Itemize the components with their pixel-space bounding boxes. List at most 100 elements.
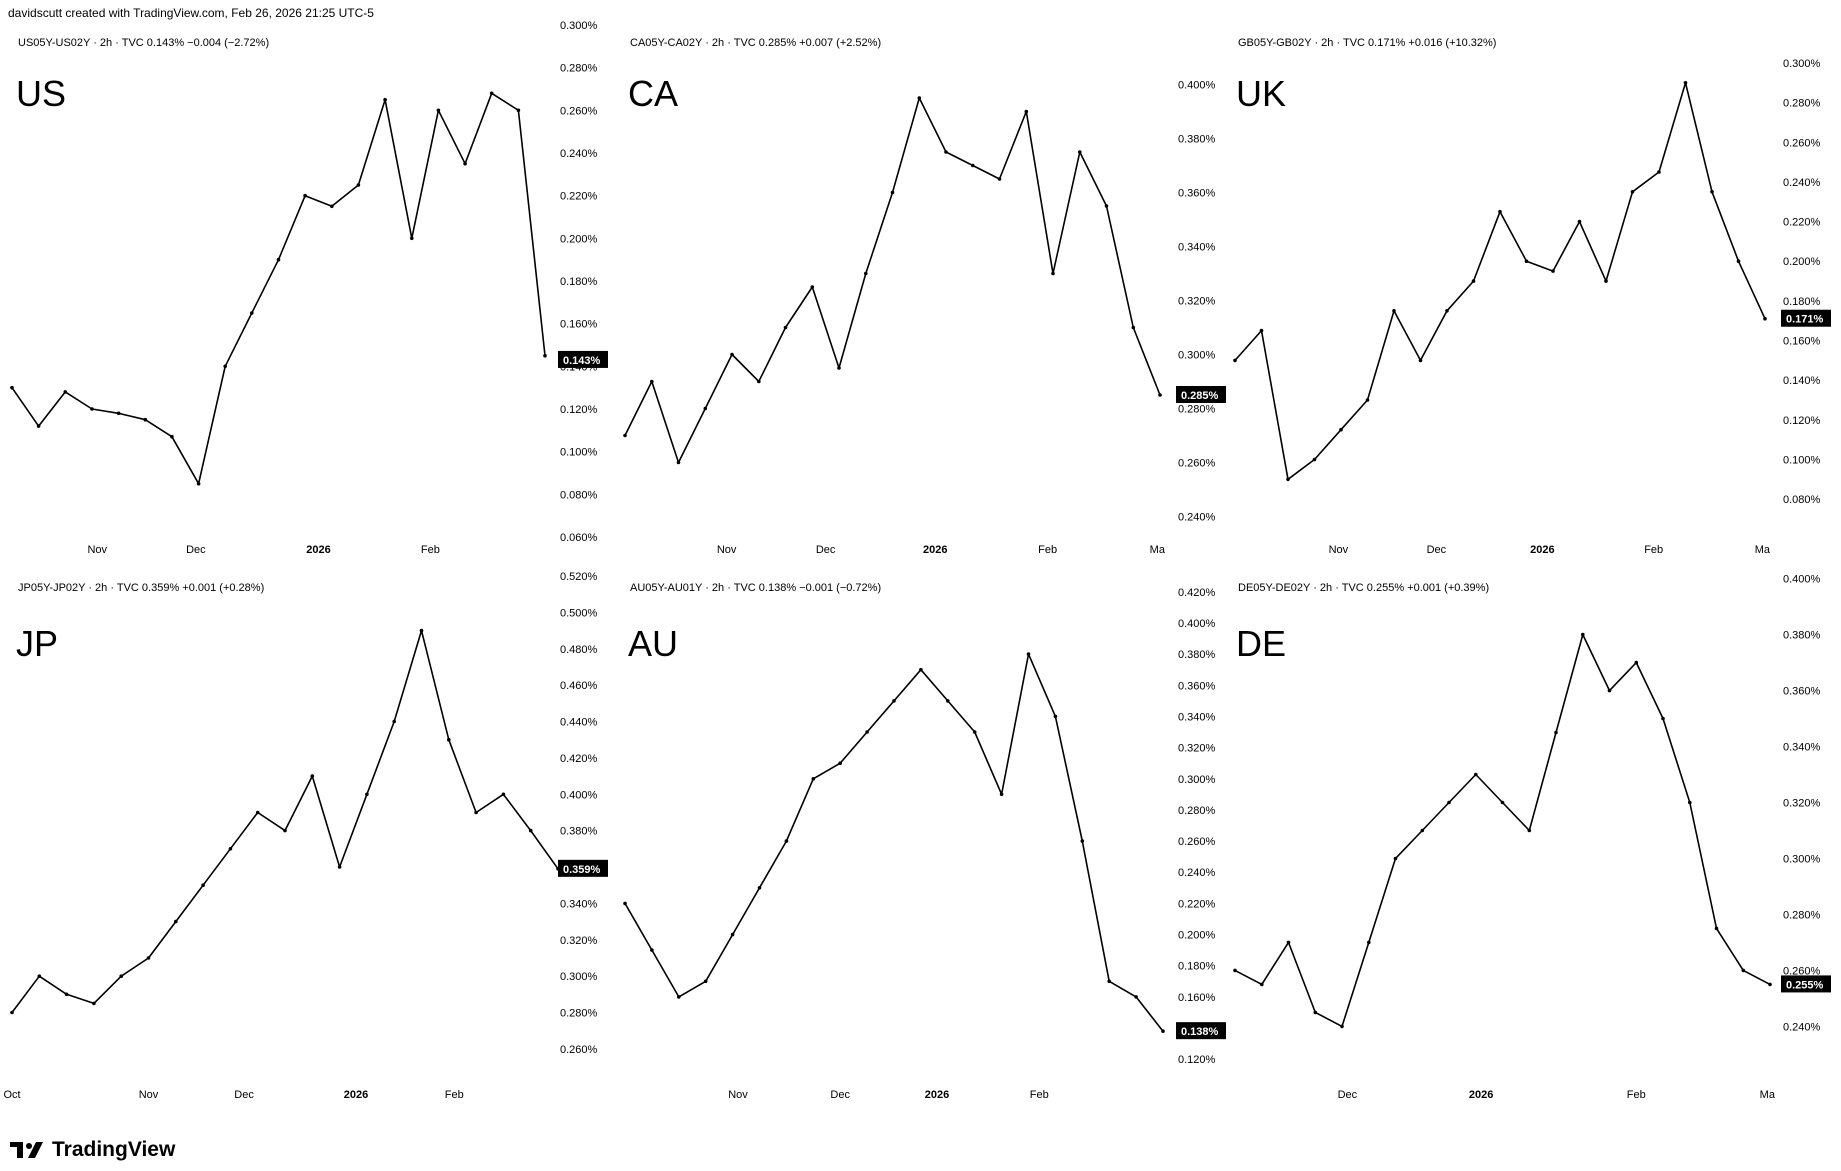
x-tick-label: 2026 — [344, 1089, 368, 1101]
data-point — [1107, 979, 1111, 984]
last-value-label: 0.359% — [563, 864, 601, 876]
y-tick-label: 0.500% — [560, 607, 598, 619]
data-point — [676, 460, 681, 465]
data-point — [10, 385, 14, 390]
last-value-badge — [1781, 975, 1831, 993]
y-tick-label: 0.520% — [560, 571, 598, 583]
data-point — [1607, 688, 1612, 693]
data-point — [892, 699, 896, 703]
y-tick-label: 0.260% — [560, 1044, 598, 1056]
data-point — [64, 992, 69, 997]
y-tick-label: 0.360% — [1178, 680, 1216, 692]
y-tick-label: 0.280% — [1178, 805, 1216, 817]
last-value-label: 0.171% — [1786, 314, 1824, 326]
y-tick-label: 0.300% — [560, 971, 598, 983]
y-tick-label: 0.220% — [1783, 217, 1821, 229]
country-label: AU — [628, 623, 678, 664]
data-point — [1661, 716, 1665, 721]
data-point — [63, 390, 68, 394]
data-point — [650, 379, 654, 384]
last-value-label: 0.143% — [563, 355, 601, 367]
x-tick-label: Nov — [87, 544, 107, 556]
data-point — [1233, 358, 1237, 363]
y-tick-label: 0.280% — [1178, 404, 1216, 416]
chart-header: CA05Y-CA02Y · 2h · TVC 0.285% +0.007 (+2… — [630, 37, 881, 49]
data-point — [146, 956, 151, 960]
y-tick-label: 0.200% — [560, 233, 598, 245]
y-tick-label: 0.340% — [1178, 242, 1216, 254]
y-tick-label: 0.280% — [1783, 909, 1821, 921]
x-tick-label: Feb — [421, 544, 440, 556]
y-tick-label: 0.180% — [560, 276, 598, 288]
data-point — [276, 257, 281, 262]
data-point — [1418, 358, 1423, 363]
y-tick-label: 0.440% — [560, 717, 598, 729]
y-tick-label: 0.420% — [1178, 587, 1216, 599]
y-tick-label: 0.100% — [1783, 454, 1821, 466]
y-tick-label: 0.320% — [1783, 798, 1821, 810]
x-tick-label: 2026 — [1530, 544, 1554, 556]
y-tick-label: 0.300% — [560, 20, 598, 32]
last-value-badge — [558, 350, 608, 368]
y-tick-label: 0.140% — [1783, 375, 1821, 387]
x-tick-label: Feb — [1038, 544, 1057, 556]
data-point — [119, 974, 123, 978]
x-tick-label: Dec — [234, 1089, 254, 1101]
y-tick-label: 0.160% — [1783, 336, 1821, 348]
y-tick-label: 0.120% — [1178, 1054, 1216, 1066]
data-point — [1078, 150, 1082, 154]
data-point — [1080, 839, 1085, 843]
y-tick-label: 0.260% — [1178, 458, 1216, 470]
x-tick-label: Nov — [1329, 544, 1349, 556]
x-tick-label: Dec — [1338, 1089, 1358, 1101]
data-point — [250, 311, 254, 315]
data-point — [1286, 477, 1290, 482]
series-line — [1234, 82, 1766, 481]
data-point — [623, 433, 627, 438]
x-tick-label: Ma — [1760, 1089, 1776, 1101]
data-point — [1714, 926, 1719, 931]
data-point — [917, 96, 922, 100]
data-point — [972, 730, 977, 734]
x-tick-label: Nov — [717, 544, 737, 556]
chart-panel-uk: GB05Y-GB02Y · 2h · TVC 0.171% +0.016 (+1… — [1233, 37, 1831, 556]
data-point — [1393, 856, 1398, 861]
data-point — [890, 190, 895, 195]
y-tick-label: 0.380% — [560, 826, 598, 838]
data-point — [944, 150, 948, 154]
data-point — [330, 204, 334, 209]
data-point — [228, 847, 233, 851]
data-point — [410, 236, 414, 241]
y-tick-label: 0.240% — [1178, 867, 1216, 879]
y-tick-label: 0.260% — [1783, 137, 1821, 149]
y-tick-label: 0.340% — [560, 898, 598, 910]
data-point — [677, 995, 681, 999]
data-point — [730, 932, 735, 937]
country-label: JP — [16, 623, 58, 664]
data-point — [864, 271, 868, 276]
y-tick-label: 0.080% — [1783, 494, 1821, 506]
y-tick-label: 0.200% — [1178, 930, 1216, 942]
country-label: US — [16, 73, 66, 114]
y-tick-label: 0.260% — [560, 105, 598, 117]
last-value-badge — [1176, 386, 1226, 403]
data-point — [623, 901, 627, 906]
data-point — [1527, 828, 1532, 833]
data-point — [116, 411, 121, 416]
data-point — [1498, 209, 1502, 214]
x-tick-label: Dec — [1427, 544, 1447, 556]
data-point — [997, 177, 1002, 181]
data-point — [37, 974, 42, 978]
data-point — [201, 883, 205, 887]
series-line — [11, 629, 559, 1013]
y-tick-label: 0.400% — [560, 789, 598, 801]
y-tick-label: 0.260% — [1783, 965, 1821, 977]
chart-panel-de: DE05Y-DE02Y · 2h · TVC 0.255% +0.001 (+0… — [1233, 574, 1831, 1101]
chart-panel-jp: JP05Y-JP02Y · 2h · TVC 0.359% +0.001 (+0… — [3, 571, 608, 1101]
chart-panel-au: AU05Y-AU01Y · 2h · TVC 0.138% −0.001 (−0… — [623, 582, 1226, 1101]
data-point — [1657, 170, 1661, 174]
data-point — [946, 699, 950, 703]
last-value-label: 0.285% — [1181, 390, 1219, 402]
data-point — [1710, 190, 1714, 194]
data-point — [1134, 995, 1138, 999]
